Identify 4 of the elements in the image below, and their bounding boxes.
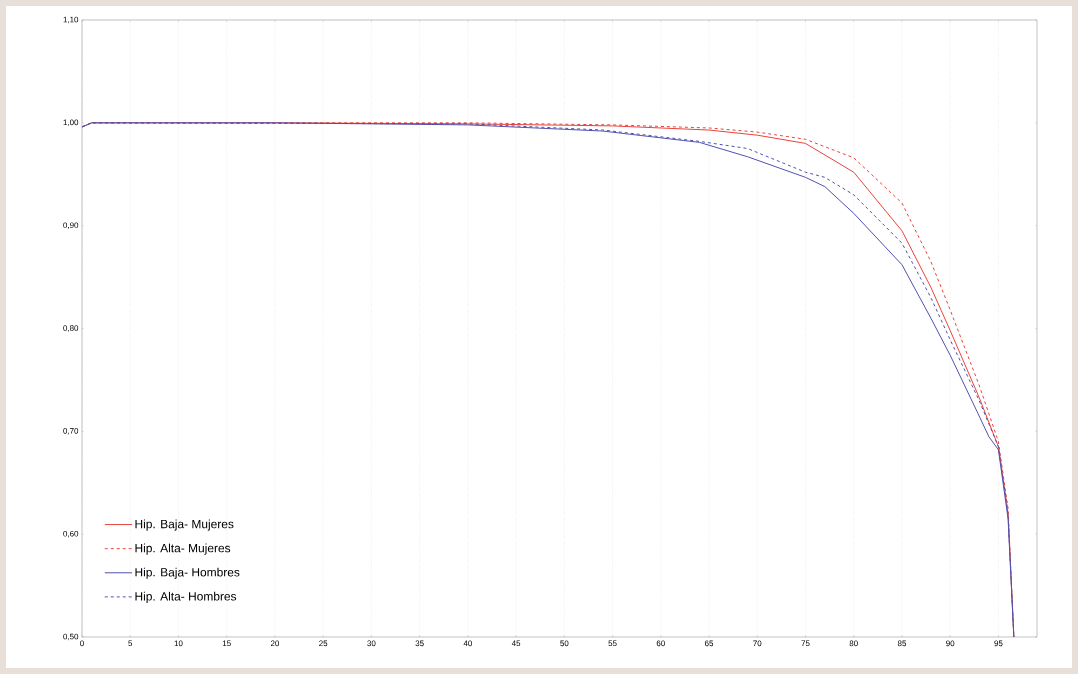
legend-label: Hip. Alta- Mujeres — [135, 543, 231, 555]
legend-label: Hip. Alta- Hombres — [135, 591, 237, 603]
legend-label: Hip. Baja- Mujeres — [135, 519, 234, 531]
legend-label: Hip. Baja- Hombres — [135, 567, 240, 579]
